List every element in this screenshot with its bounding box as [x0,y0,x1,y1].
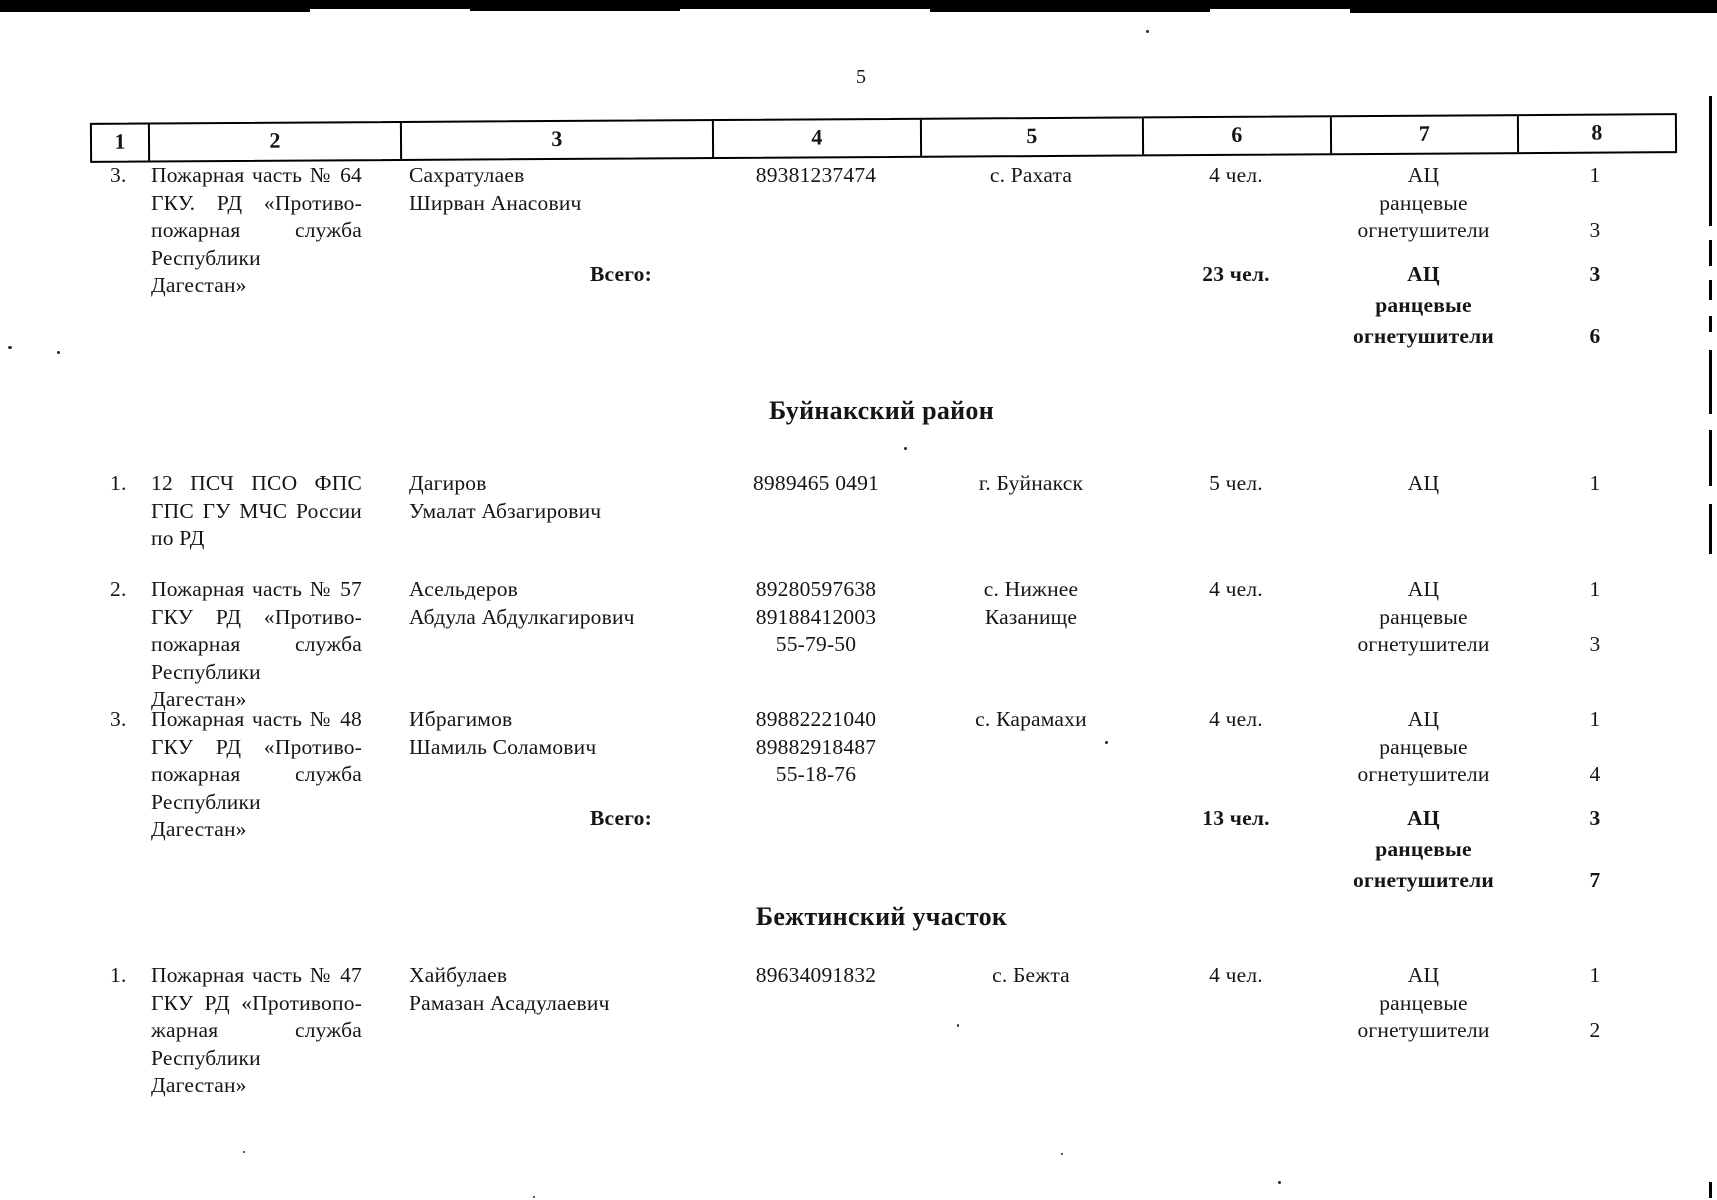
header-col-2: 2 [149,122,403,160]
scan-artifact [904,447,907,450]
staff-count: 4 чел. [1209,163,1263,187]
staff-count: 4 чел. [1209,963,1263,987]
settlement: с. Нижнее Казанище [983,577,1079,629]
scan-artifact [57,351,60,354]
table-row: 1. Пожарная часть № 47 ГКУ РД «Противопо… [90,962,1673,1100]
equipment: АЦ ранцевые огнетушители [1357,577,1490,656]
scan-artifact [8,346,12,349]
chief-name: Хайбулаев Рамазан Асадулаевич [409,963,610,1015]
total-label: Всего: [589,262,652,286]
chief-name: Ибрагимов Шамиль Соламович [409,707,597,759]
org-name: Пожарная часть № 64 ГКУ. РД «Противо- по… [151,163,362,297]
phone-number: 89882221040 89882918487 55-18-76 [755,707,877,786]
equipment-count: 1 [1589,471,1601,495]
equipment: АЦ ранцевые огнетушители [1357,707,1490,786]
total-equipment-count: 3 6 [1589,262,1601,348]
table-row: 1. 12 ПСЧ ПСО ФПС ГПС ГУ МЧС России по Р… [90,470,1673,553]
header-col-5: 5 [921,118,1145,156]
equipment: АЦ [1407,471,1440,495]
row-number: 1. [110,471,127,495]
scan-artifact [930,9,1210,12]
header-col-7: 7 [1331,116,1520,153]
settlement: с. Бежта [992,963,1070,987]
totals-row: Всего: 23 чел. АЦ ранцевые огнетушители … [90,259,1673,352]
scan-artifact [957,1024,959,1027]
phone-number: 8989465 0491 [752,471,880,495]
phone-number: 89634091832 [755,963,877,987]
total-staff-count: 23 чел. [1202,262,1270,286]
table-row: 3. Пожарная часть № 64 ГКУ. РД «Противо-… [90,162,1673,300]
staff-count: 4 чел. [1209,577,1263,601]
org-name: Пожарная часть № 48 ГКУ РД «Противо- пож… [151,707,362,841]
equipment-count: 1 3 [1589,577,1601,656]
org-name: Пожарная часть № 57 ГКУ РД «Противо- пож… [151,577,362,711]
total-equipment: АЦ ранцевые огнетушители [1353,262,1494,348]
chief-name: Дагиров Умалат Абзагирович [409,471,602,523]
equipment: АЦ ранцевые огнетушители [1357,963,1490,1042]
section-title: Буйнакский район [768,396,995,425]
total-equipment: АЦ ранцевые огнетушители [1353,806,1494,892]
scan-artifact [1709,504,1712,554]
scan-artifact [1105,741,1108,744]
staff-count: 4 чел. [1209,707,1263,731]
row-number: 2. [110,577,127,601]
chief-name: Сахратулаев Ширван Анасович [409,163,582,215]
total-label: Всего: [589,806,652,830]
equipment: АЦ ранцевые огнетушители [1357,163,1490,242]
table-row: 3. Пожарная часть № 48 ГКУ РД «Противо- … [90,706,1673,844]
scan-artifact [1278,1181,1281,1184]
header-col-8: 8 [1591,119,1603,145]
scan-artifact-top-bar [0,0,1717,9]
scan-artifact [0,9,310,12]
scan-artifact [1709,240,1712,266]
totals-row: Всего: 13 чел. АЦ ранцевые огнетушители … [90,803,1673,896]
chief-name: Асельдеров Абдула Абдулкагирович [409,577,635,629]
org-name: 12 ПСЧ ПСО ФПС ГПС ГУ МЧС России по РД [151,471,362,550]
phone-number: 89280597638 89188412003 55-79-50 [755,577,877,656]
scan-artifact [1709,96,1712,226]
equipment-count: 1 2 [1589,963,1601,1042]
equipment-count: 1 3 [1589,163,1601,242]
equipment-count: 1 4 [1589,707,1601,786]
scan-artifact [1350,9,1717,13]
header-col-1: 1 [91,124,151,161]
scan-artifact [1709,430,1712,486]
org-name: Пожарная часть № 47 ГКУ РД «Противопо- ж… [151,963,362,1097]
scan-artifact [533,1196,535,1198]
settlement: с. Рахата [989,163,1073,187]
table-row: 2. Пожарная часть № 57 ГКУ РД «Противо- … [90,576,1673,714]
scan-artifact [1061,1153,1063,1155]
settlement: г. Буйнакск [978,471,1084,495]
table-header-row: 1 2 3 4 5 6 7 8 [89,113,1678,163]
header-col-3: 3 [401,121,715,159]
scan-artifact [470,9,680,11]
scan-artifact [1146,30,1149,33]
page-number: 5 [856,66,866,88]
row-number: 3. [110,163,127,187]
scan-artifact [1709,350,1712,414]
settlement: с. Карамахи [975,707,1087,731]
total-staff-count: 13 чел. [1202,806,1270,830]
header-col-4: 4 [713,119,923,157]
section-title: Бежтинский участок [755,902,1008,931]
scan-artifact [1709,316,1712,332]
header-col-6: 6 [1143,117,1333,154]
phone-number: 89381237474 [755,163,877,187]
scan-artifact [1709,280,1712,300]
row-number: 3. [110,707,127,731]
scan-artifact [1709,1182,1712,1198]
row-number: 1. [110,963,127,987]
scan-artifact [243,1151,245,1153]
total-equipment-count: 3 7 [1589,806,1601,892]
staff-count: 5 чел. [1209,471,1263,495]
